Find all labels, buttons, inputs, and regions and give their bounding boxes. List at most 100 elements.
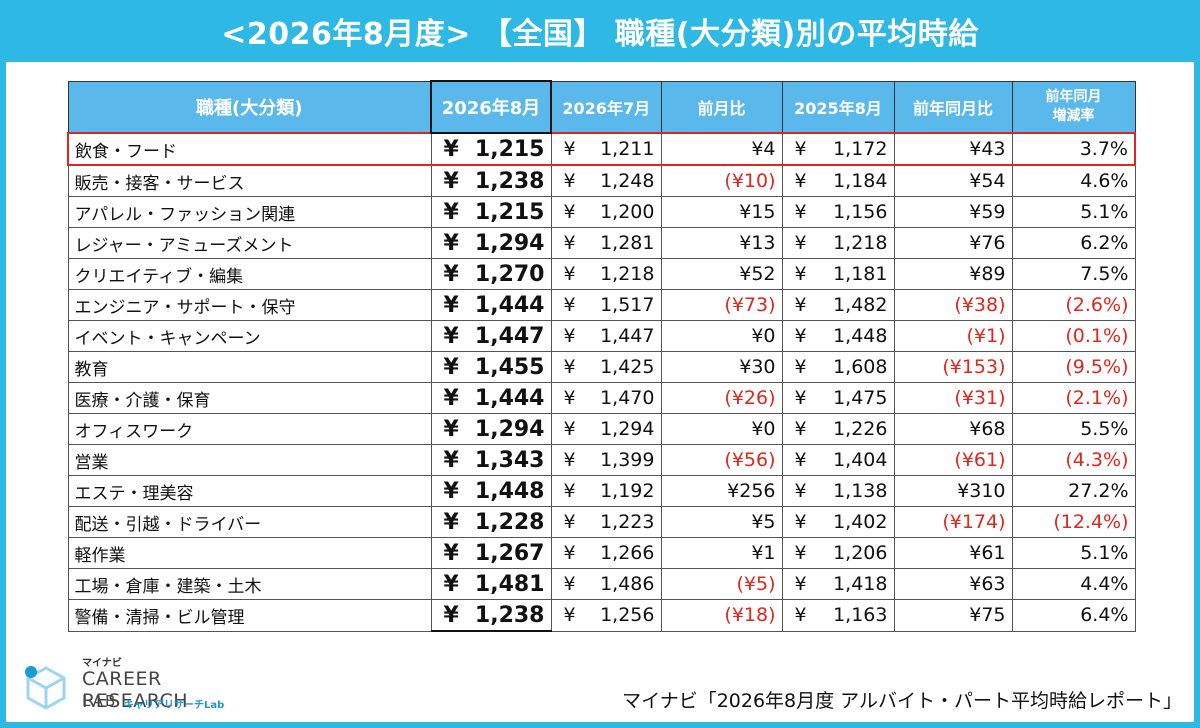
wage-jul-2026: ¥1,486 [550,568,662,600]
yoy-diff: ¥59 [893,196,1013,228]
mom-diff: ¥15 [660,196,783,228]
yen-symbol: ¥ [443,168,459,194]
yen-symbol: ¥ [794,542,807,564]
wage-aug-2026: ¥1,215 [430,196,552,228]
yen-symbol: ¥ [443,416,459,442]
wage-aug-2026: ¥1,444 [430,382,552,414]
yen-symbol: ¥ [563,325,576,347]
yoy-rate: 5.5% [1011,413,1136,445]
mom-diff: (¥73) [660,289,783,321]
yen-symbol: ¥ [563,449,576,471]
yen-symbol: ¥ [443,478,459,504]
wage-table: 職種(大分類) 2026年8月 2026年7月 前月比 2025年8月 前年同月… [67,80,1136,632]
wage-aug-2025-value: 1,482 [833,294,888,316]
category-name: アパレル・ファッション関連 [67,196,432,228]
wage-aug-2025: ¥1,163 [781,599,895,632]
yoy-diff: (¥31) [893,382,1013,414]
wage-jul-2026-value: 1,266 [600,542,655,564]
wage-jul-2026: ¥1,470 [550,382,662,414]
wage-aug-2026-value: 1,267 [474,540,545,566]
category-name: 医療・介護・保育 [67,382,432,414]
header-mom: 前月比 [660,80,783,134]
table-row: オフィスワーク ¥1,294 ¥1,294 ¥0 ¥1,226 ¥68 5.5% [67,413,1136,445]
yen-symbol: ¥ [563,356,576,378]
mom-diff: ¥52 [660,258,783,290]
yen-symbol: ¥ [563,387,576,409]
wage-aug-2025: ¥1,418 [781,568,895,600]
wage-jul-2026-value: 1,517 [600,294,655,316]
wage-aug-2026-value: 1,444 [474,385,545,411]
category-name: 警備・清掃・ビル管理 [67,599,432,632]
page-title: <2026年8月度> 【全国】 職種(大分類)別の平均時給 [0,0,1200,62]
yen-symbol: ¥ [443,354,459,380]
header-yoy-rate-line1: 前年同月 [1045,88,1102,105]
yoy-diff: ¥43 [893,132,1013,166]
category-name: 飲食・フード [67,132,432,166]
yoy-diff: ¥75 [893,599,1013,632]
logo-brand-text: マイナビ [82,658,122,669]
yen-symbol: ¥ [794,480,807,502]
wage-jul-2026-value: 1,218 [600,263,655,285]
wage-aug-2025-value: 1,163 [833,604,888,627]
wage-aug-2025-value: 1,402 [833,511,888,533]
wage-aug-2026: ¥1,455 [430,351,552,383]
wage-jul-2026: ¥1,211 [550,132,662,166]
wage-aug-2026-value: 1,294 [474,416,545,442]
yen-symbol: ¥ [563,480,576,502]
category-name: エステ・理美容 [67,475,432,507]
wage-aug-2025: ¥1,226 [781,413,895,445]
yoy-rate: 6.2% [1011,227,1136,259]
wage-aug-2026: ¥1,481 [430,568,552,600]
yen-symbol: ¥ [443,571,459,597]
wage-jul-2026-value: 1,470 [600,387,655,409]
wage-aug-2025-value: 1,404 [833,449,888,471]
wage-jul-2026: ¥1,256 [550,599,662,632]
yen-symbol: ¥ [443,261,459,287]
wage-aug-2026: ¥1,444 [430,289,552,321]
table-row: アパレル・ファッション関連 ¥1,215 ¥1,200 ¥15 ¥1,156 ¥59 5.1… [67,196,1136,228]
wage-aug-2025-value: 1,218 [833,232,888,254]
wage-aug-2026-value: 1,238 [474,168,545,194]
wage-jul-2026-value: 1,223 [600,511,655,533]
wage-aug-2025: ¥1,608 [781,351,895,383]
wage-jul-2026-value: 1,425 [600,356,655,378]
yoy-rate: (2.6%) [1011,289,1136,321]
yoy-rate: 4.6% [1011,164,1136,197]
yen-symbol: ¥ [794,604,807,627]
wage-aug-2025-value: 1,138 [833,480,888,502]
yoy-diff: (¥61) [893,444,1013,476]
wage-aug-2025: ¥1,172 [781,132,895,166]
yen-symbol: ¥ [563,542,576,564]
cube-logo-icon [25,666,66,710]
wage-jul-2026: ¥1,223 [550,506,662,538]
yen-symbol: ¥ [563,170,576,192]
yoy-diff: (¥1) [893,320,1013,352]
table-row: 教育 ¥1,455 ¥1,425 ¥30 ¥1,608 (¥153) (9.5%) [67,351,1136,383]
wage-jul-2026: ¥1,294 [550,413,662,445]
wage-aug-2026-value: 1,215 [474,136,545,162]
mom-diff: ¥30 [660,351,783,383]
wage-aug-2026-value: 1,270 [474,261,545,287]
category-name: 工場・倉庫・建築・土木 [67,568,432,600]
category-name: 配送・引越・ドライバー [67,506,432,538]
wage-aug-2025: ¥1,181 [781,258,895,290]
yoy-rate: 5.1% [1011,537,1136,569]
category-name: 販売・接客・サービス [67,164,432,197]
wage-jul-2026: ¥1,192 [550,475,662,507]
logo-line2: LAB [82,692,118,710]
source-citation: マイナビ「2026年8月度 アルバイト・パート平均時給レポート」 [622,690,1182,712]
wage-aug-2026-value: 1,447 [474,323,545,349]
yoy-diff: ¥310 [893,475,1013,507]
yen-symbol: ¥ [563,573,576,595]
wage-aug-2025: ¥1,404 [781,444,895,476]
yoy-diff: ¥89 [893,258,1013,290]
yoy-diff: (¥174) [893,506,1013,538]
career-research-lab-logo: マイナビ CAREER RESEARCH LAB キャリアリサーチLab [22,654,272,714]
table-row: 軽作業 ¥1,267 ¥1,266 ¥1 ¥1,206 ¥61 5.1% [67,537,1136,569]
header-yoy-rate-line2: 増減率 [1052,107,1095,124]
header-aug-2026: 2026年8月 [430,80,552,134]
table-row: レジャー・アミューズメント ¥1,294 ¥1,281 ¥13 ¥1,218 ¥76 6.2… [67,227,1136,259]
table-row: 飲食・フード ¥1,215 ¥1,211 ¥4 ¥1,172 ¥43 3.7% [67,132,1136,166]
wage-aug-2025: ¥1,475 [781,382,895,414]
table-row: 配送・引越・ドライバー ¥1,228 ¥1,223 ¥5 ¥1,402 (¥174) (12… [67,506,1136,538]
